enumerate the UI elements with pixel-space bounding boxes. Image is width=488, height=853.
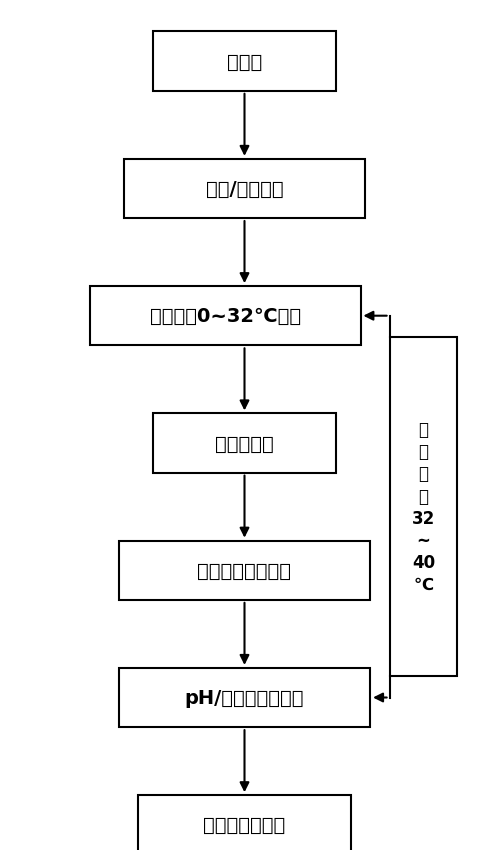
FancyBboxPatch shape xyxy=(389,338,456,676)
Text: 调节温度0~32℃过膜: 调节温度0~32℃过膜 xyxy=(149,307,300,326)
Text: 调
节
温
度
32
~
40
℃: 调 节 温 度 32 ~ 40 ℃ xyxy=(411,421,434,594)
FancyBboxPatch shape xyxy=(152,32,336,92)
Text: 饮品液: 饮品液 xyxy=(226,53,262,72)
FancyBboxPatch shape xyxy=(119,668,369,728)
Text: 超声膜振荡: 超声膜振荡 xyxy=(215,434,273,453)
FancyBboxPatch shape xyxy=(152,414,336,473)
FancyBboxPatch shape xyxy=(123,160,365,219)
FancyBboxPatch shape xyxy=(138,795,350,853)
FancyBboxPatch shape xyxy=(90,287,360,346)
FancyBboxPatch shape xyxy=(119,541,369,601)
Text: 微纳氢气溶于液体: 微纳氢气溶于液体 xyxy=(197,561,291,580)
Text: 高溶氢功能饮品: 高溶氢功能饮品 xyxy=(203,815,285,834)
Text: pH/氢气检测器监测: pH/氢气检测器监测 xyxy=(184,688,304,707)
Text: 充氢/氢气发生: 充氢/氢气发生 xyxy=(205,180,283,199)
